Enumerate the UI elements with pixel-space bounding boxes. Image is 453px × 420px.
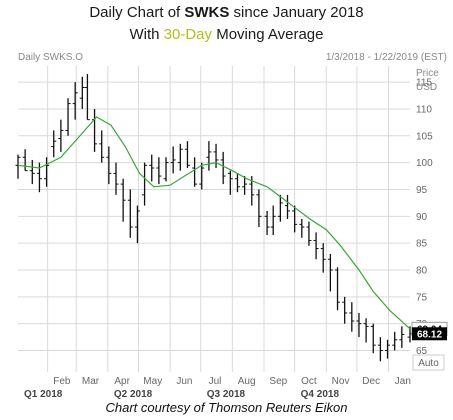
price-tags: 69.0468.12 [411,321,448,341]
currency-axis-title: USD [416,82,437,93]
x-tick-label: Feb [53,376,71,387]
x-tick-label: Dec [362,376,380,387]
instrument-label: Daily SWKS.O [18,52,83,63]
quarter-label: Q3 2018 [207,389,246,400]
last-price-tag-box [412,327,447,341]
x-tick-label: Apr [114,376,130,387]
chart-subtitle: With 30-Day Moving Average [0,24,453,46]
y-tick-label: 80 [416,266,428,277]
quarter-label: Q4 2018 [301,389,340,400]
auto-button-frame[interactable] [412,354,445,371]
x-tick-label: Nov [332,376,350,387]
y-tick-label: 75 [416,292,428,303]
date-range-label: 1/3/2018 - 1/22/2019 (EST) [326,52,447,63]
title-suffix: since January 2018 [229,4,364,21]
chart-caption: Chart courtesy of Thomson Reuters Eikon [105,400,348,415]
chart-title-block: Daily Chart of SWKS since January 2018 W… [0,2,453,46]
moving-average-line [17,116,411,330]
y-tick-label: 95 [416,185,428,196]
quarter-label: Q1 2018 [24,389,63,400]
subtitle-ma-period: 30-Day [163,26,213,43]
y-tick-label: 110 [416,104,432,115]
x-tick-label: May [143,376,162,387]
quarter-label: Q2 2018 [114,389,153,400]
y-tick-label: 65 [416,346,428,357]
auto-button-label[interactable]: Auto [418,358,439,369]
y-tick-label: 115 [416,78,432,89]
x-tick-label: Jun [176,376,192,387]
price-axis-title: Price [416,68,439,79]
y-tick-label: 90 [416,212,428,223]
x-tick-label: Jan [395,376,411,387]
chart-title: Daily Chart of SWKS since January 2018 [0,2,453,24]
y-tick-label: 100 [416,158,433,169]
x-tick-label: Aug [238,376,256,387]
y-tick-label: 85 [416,239,428,250]
subtitle-prefix: With [129,26,164,43]
x-tick-label: Oct [301,376,317,387]
y-tick-label: 105 [416,131,433,142]
price-bars [15,74,413,362]
subtitle-suffix: Moving Average [212,26,324,43]
title-ticker: SWKS [184,4,230,21]
auto-scale-button[interactable]: Auto [412,354,445,371]
last-price-tag: 68.12 [417,329,442,340]
x-tick-label: Mar [82,376,100,387]
title-prefix: Daily Chart of [89,4,185,21]
x-tick-label: Jul [209,376,222,387]
axis-labels: 65707580859095100105110115FebMarAprMayJu… [24,78,433,400]
x-tick-label: Sep [269,376,287,387]
